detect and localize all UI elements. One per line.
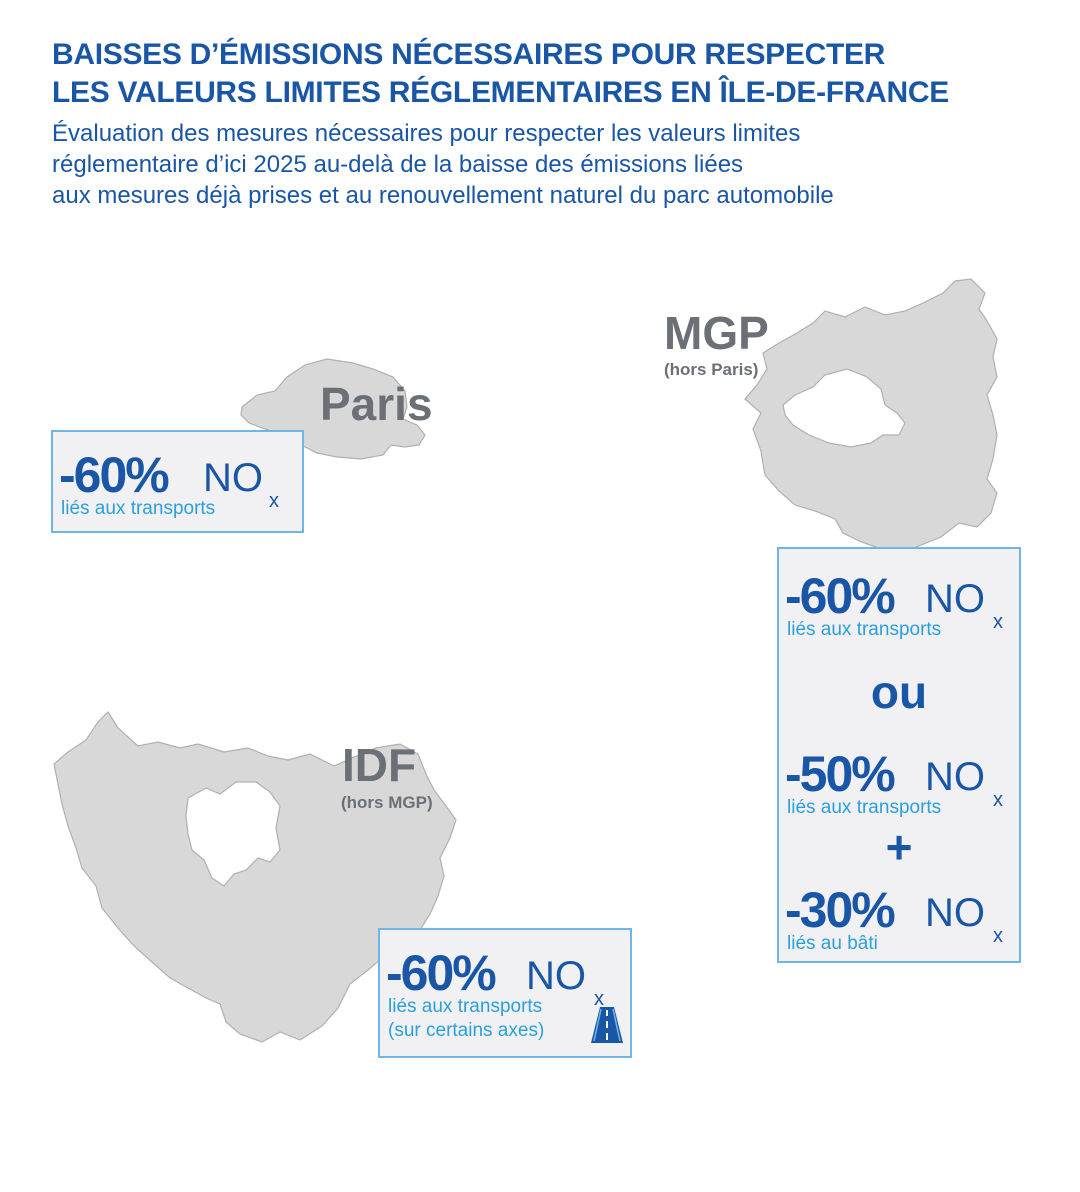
paris-label: Paris <box>320 378 433 430</box>
mgp-label: MGP <box>664 307 769 359</box>
mgp-stat-1: -60% NO x liés aux transports <box>779 563 1019 640</box>
pollutant-label: NO <box>526 954 586 998</box>
mgp-stat-3: -30% NO x liés au bâti <box>779 877 1019 954</box>
reduction-scope: (sur certains axes) <box>388 1020 545 1041</box>
mgp-stat-2: -50% NO x liés aux transports <box>779 741 1019 818</box>
reduction-percent: -60% <box>59 447 170 503</box>
idf-map <box>53 711 457 1043</box>
pollutant-subscript: x <box>993 925 1003 947</box>
pollutant-label: NO <box>203 456 263 500</box>
reduction-source: liés aux transports <box>61 498 216 519</box>
paris-stat: -60% NO x liés aux transports <box>53 442 302 519</box>
or-separator: ou <box>870 666 928 718</box>
pollutant-subscript: x <box>993 789 1003 811</box>
page-title: BAISSES D’ÉMISSIONS NÉCESSAIRES POUR RES… <box>52 36 949 112</box>
pollutant-subscript: x <box>993 611 1003 633</box>
reduction-percent: -60% <box>386 945 497 1001</box>
reduction-percent: -30% <box>785 882 896 938</box>
reduction-source: liés aux transports <box>388 996 543 1017</box>
paris-stat-box: -60% NO x liés aux transports <box>51 430 304 533</box>
mgp-stat-box: -60% NO x liés aux transports ou -50% NO… <box>777 547 1021 963</box>
reduction-percent: -50% <box>785 746 896 802</box>
pollutant-label: NO <box>925 891 985 935</box>
subtitle-line-2: réglementaire d’ici 2025 au-delà de la b… <box>52 151 744 178</box>
mgp-sublabel: (hors Paris) <box>664 360 759 379</box>
title-line-2: LES VALEURS LIMITES RÉGLEMENTAIRES EN ÎL… <box>52 76 949 109</box>
mgp-map <box>744 278 998 554</box>
subtitle-line-3: aux mesures déjà prises et au renouvelle… <box>52 182 834 209</box>
title-line-1: BAISSES D’ÉMISSIONS NÉCESSAIRES POUR RES… <box>52 38 886 71</box>
page-subtitle: Évaluation des mesures nécessaires pour … <box>52 118 834 211</box>
pollutant-subscript: x <box>594 988 604 1010</box>
reduction-percent: -60% <box>785 568 896 624</box>
road-icon <box>591 1007 623 1043</box>
plus-separator: + <box>885 821 913 873</box>
pollutant-subscript: x <box>269 490 279 512</box>
idf-sublabel: (hors MGP) <box>341 793 433 812</box>
reduction-source: liés aux transports <box>787 619 942 640</box>
subtitle-line-1: Évaluation des mesures nécessaires pour … <box>52 120 801 147</box>
reduction-source: liés aux transports <box>787 797 942 818</box>
pollutant-label: NO <box>925 577 985 621</box>
idf-label: IDF <box>342 739 417 791</box>
idf-stat-box: -60% NO x liés aux transports (sur certa… <box>378 928 632 1058</box>
pollutant-label: NO <box>925 755 985 799</box>
reduction-source: liés au bâti <box>787 933 878 954</box>
idf-stat: -60% NO x liés aux transports (sur certa… <box>380 940 630 1050</box>
